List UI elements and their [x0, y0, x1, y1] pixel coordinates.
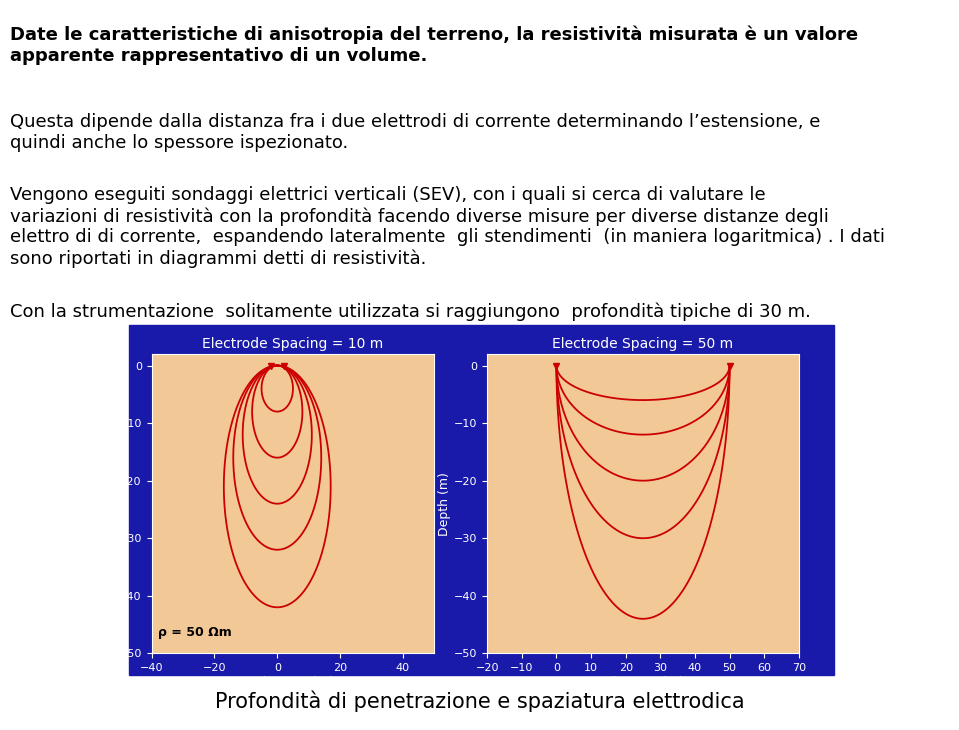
Bar [129, 325, 834, 675]
X-axis label: Distance (m): Distance (m) [602, 676, 684, 689]
Text: Vengono eseguiti sondaggi elettrici verticali (SEV), con i quali si cerca di val: Vengono eseguiti sondaggi elettrici vert… [10, 186, 884, 268]
Text: Date le caratteristiche di anisotropia del terreno, la resistività misurata è un: Date le caratteristiche di anisotropia d… [10, 26, 857, 65]
Text: Questa dipende dalla distanza fra i due elettrodi di corrente determinando l’est: Questa dipende dalla distanza fra i due … [10, 113, 820, 152]
Text: ρ = 50 Ωm: ρ = 50 Ωm [158, 626, 231, 639]
Y-axis label: Depth (m): Depth (m) [103, 472, 115, 536]
Text: Con la strumentazione  solitamente utilizzata si raggiungono  profondità tipiche: Con la strumentazione solitamente utiliz… [10, 303, 810, 321]
Title: Electrode Spacing = 50 m: Electrode Spacing = 50 m [552, 337, 734, 351]
Title: Electrode Spacing = 10 m: Electrode Spacing = 10 m [202, 337, 384, 351]
X-axis label: Distance (m): Distance (m) [252, 676, 334, 689]
Text: Profondità di penetrazione e spaziatura elettrodica: Profondità di penetrazione e spaziatura … [215, 691, 744, 712]
Y-axis label: Depth (m): Depth (m) [438, 472, 451, 536]
